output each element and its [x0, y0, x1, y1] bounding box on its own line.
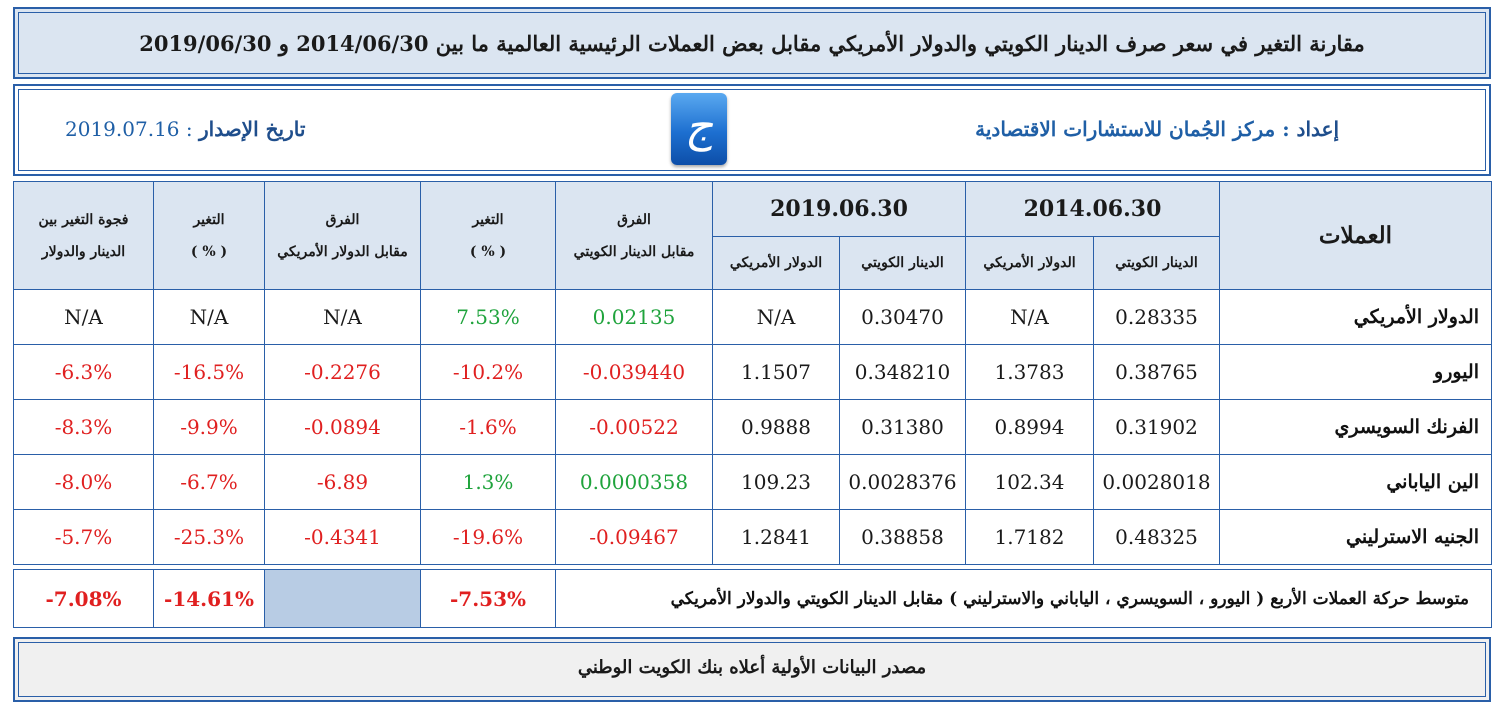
table-row: -6.3% -16.5% -0.2276 -10.2% -0.039440 1.1507 0… [13, 344, 1492, 400]
cell-diff-kwd: -0.039440 [555, 344, 713, 400]
cell-change-usd: -16.5% [153, 344, 265, 400]
cell-change-usd: N/A [153, 289, 265, 345]
cell-diff-usd: -6.89 [264, 454, 421, 510]
header-diff-kwd: الفرق مقابل الدينار الكويتي [555, 181, 713, 290]
source-bar: مصدر البيانات الأولية أعلاه بنك الكويت ا… [13, 637, 1491, 702]
header-change-usd-pct: ( % ) [190, 243, 228, 260]
header-change-kwd-label: التغير [472, 211, 504, 228]
avg-label: متوسط حركة العملات الأربع ( اليورو ، الس… [555, 569, 1492, 628]
header-gap-line1: فجوة التغير بين [38, 211, 129, 228]
cell-usd-2014: N/A [965, 289, 1094, 345]
cell-diff-usd: -0.2276 [264, 344, 421, 400]
cell-usd-2019: 109.23 [712, 454, 840, 510]
avg-shaded-cell [264, 569, 421, 628]
header-change-kwd: التغير ( % ) [420, 181, 556, 290]
logo-glyph: ج [684, 101, 714, 152]
cell-kwd-2019: 0.0028376 [839, 454, 966, 510]
cell-kwd-2014: 0.48325 [1093, 509, 1220, 565]
cell-diff-kwd: -0.09467 [555, 509, 713, 565]
cell-currency: الفرنك السويسري [1219, 399, 1492, 455]
header-diff-kwd-label: الفرق [617, 211, 651, 228]
avg-change-kwd: -7.53% [420, 569, 556, 628]
cell-change-kwd: -1.6% [420, 399, 556, 455]
cell-usd-2019: 1.1507 [712, 344, 840, 400]
cell-kwd-2014: 0.28335 [1093, 289, 1220, 345]
header-diff-usd-sub: مقابل الدولار الأمريكي [277, 243, 408, 260]
cell-kwd-2019: 0.31380 [839, 399, 966, 455]
cell-gap: -6.3% [13, 344, 154, 400]
cell-currency: اليورو [1219, 344, 1492, 400]
header-gap-line2: الدينار والدولار [41, 243, 126, 260]
cell-usd-2014: 1.7182 [965, 509, 1094, 565]
cell-kwd-2019: 0.38858 [839, 509, 966, 565]
cell-kwd-2014: 0.31902 [1093, 399, 1220, 455]
prepared-by: إعداد : مركز الجُمان للاستشارات الاقتصاد… [975, 117, 1339, 141]
cell-kwd-2019: 0.30470 [839, 289, 966, 345]
cell-gap: -5.7% [13, 509, 154, 565]
cell-diff-usd: -0.0894 [264, 399, 421, 455]
prepared-value: : مركز الجُمان للاستشارات الاقتصادية [975, 117, 1290, 141]
cell-kwd-2014: 0.0028018 [1093, 454, 1220, 510]
aljoman-logo-icon: ج [671, 93, 727, 165]
cell-change-usd: -9.9% [153, 399, 265, 455]
table-row: -5.7% -25.3% -0.4341 -19.6% -0.09467 1.2841 0.… [13, 509, 1492, 565]
cell-kwd-2014: 0.38765 [1093, 344, 1220, 400]
source-note: مصدر البيانات الأولية أعلاه بنك الكويت ا… [577, 657, 927, 678]
header-diff-kwd-sub: مقابل الدينار الكويتي [573, 243, 695, 260]
header-change-kwd-pct: ( % ) [469, 243, 507, 260]
table-row: -8.0% -6.7% -6.89 1.3% 0.0000358 109.23 0.0028… [13, 454, 1492, 510]
table-row: -8.3% -9.9% -0.0894 -1.6% -0.00522 0.9888 0.31… [13, 399, 1492, 455]
cell-currency: الين الياباني [1219, 454, 1492, 510]
average-row: -7.08% -14.61% -7.53% متوسط حركة العملات… [13, 569, 1492, 628]
cell-usd-2019: 0.9888 [712, 399, 840, 455]
table-row: N/A N/A N/A 7.53% 0.02135 N/A 0.30470 N/A 0.2833… [13, 289, 1492, 345]
header-date-2019: 2019.06.30 [712, 181, 966, 237]
cell-change-kwd: -19.6% [420, 509, 556, 565]
cell-change-usd: -25.3% [153, 509, 265, 565]
cell-diff-kwd: 0.02135 [555, 289, 713, 345]
header-usd-2019: الدولار الأمريكي [712, 236, 840, 290]
cell-diff-usd: -0.4341 [264, 509, 421, 565]
cell-usd-2019: N/A [712, 289, 840, 345]
cell-gap: N/A [13, 289, 154, 345]
header-kwd-2014: الدينار الكويتي [1093, 236, 1220, 290]
info-bar: إعداد : مركز الجُمان للاستشارات الاقتصاد… [13, 84, 1491, 176]
avg-gap: -7.08% [13, 569, 154, 628]
cell-usd-2014: 0.8994 [965, 399, 1094, 455]
header-currencies: العملات [1219, 181, 1492, 290]
header-gap: فجوة التغير بين الدينار والدولار [13, 181, 154, 290]
issue-label: تاريخ الإصدار [198, 117, 306, 141]
header-date-2014: 2014.06.30 [965, 181, 1220, 237]
cell-kwd-2019: 0.348210 [839, 344, 966, 400]
cell-change-kwd: 7.53% [420, 289, 556, 345]
header-diff-usd: الفرق مقابل الدولار الأمريكي [264, 181, 421, 290]
cell-usd-2019: 1.2841 [712, 509, 840, 565]
header-diff-usd-label: الفرق [325, 211, 360, 228]
exchange-rate-table: فجوة التغير بين الدينار والدولار التغير … [13, 181, 1492, 628]
cell-change-kwd: -10.2% [420, 344, 556, 400]
cell-gap: -8.0% [13, 454, 154, 510]
cell-usd-2014: 1.3783 [965, 344, 1094, 400]
cell-currency: الدولار الأمريكي [1219, 289, 1492, 345]
header-change-usd: التغير ( % ) [153, 181, 265, 290]
cell-gap: -8.3% [13, 399, 154, 455]
cell-change-usd: -6.7% [153, 454, 265, 510]
cell-diff-kwd: 0.0000358 [555, 454, 713, 510]
header-change-usd-label: التغير [193, 211, 225, 228]
cell-usd-2014: 102.34 [965, 454, 1094, 510]
cell-change-kwd: 1.3% [420, 454, 556, 510]
cell-diff-usd: N/A [264, 289, 421, 345]
header-kwd-2019: الدينار الكويتي [839, 236, 966, 290]
cell-currency: الجنيه الاسترليني [1219, 509, 1492, 565]
issue-value: : 2019.07.16 [65, 117, 193, 141]
avg-change-usd: -14.61% [153, 569, 265, 628]
report-title-bar: مقارنة التغير في سعر صرف الدينار الكويتي… [13, 7, 1491, 79]
prepared-label: إعداد [1296, 117, 1339, 141]
report-title: مقارنة التغير في سعر صرف الدينار الكويتي… [139, 31, 1365, 56]
cell-diff-kwd: -0.00522 [555, 399, 713, 455]
header-usd-2014: الدولار الأمريكي [965, 236, 1094, 290]
issue-date: تاريخ الإصدار : 2019.07.16 [65, 117, 305, 141]
